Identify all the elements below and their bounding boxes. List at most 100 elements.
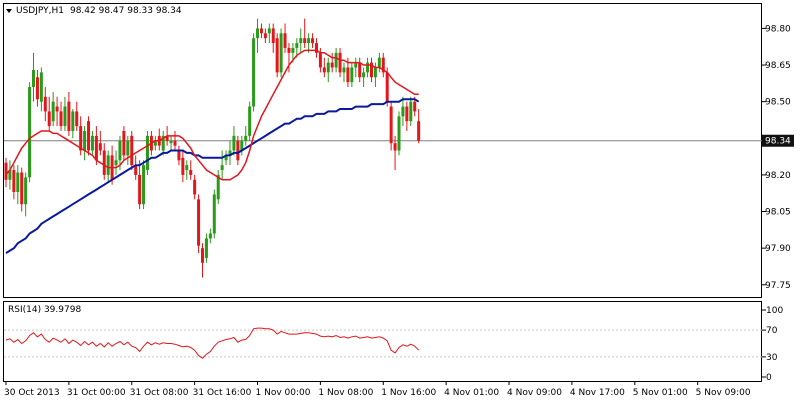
candle [236,135,240,166]
candle-body [130,135,134,166]
candle [287,43,291,73]
candle-body [204,238,208,258]
candle [161,130,165,156]
candle-body [303,38,307,44]
candle [106,150,110,183]
candle-body [87,121,91,151]
candle [216,170,220,205]
candle-body [79,126,83,151]
candle [334,47,338,73]
candle [181,150,185,183]
candle [39,67,43,112]
price-tick-label: 97.90 [765,244,791,254]
candle-body [43,96,47,112]
candle-body [55,106,59,112]
candle [87,116,91,156]
candle-body [287,47,291,53]
rsi-axis: 100 70 30 0 [762,306,783,383]
candle-body [291,47,295,53]
candle [362,67,366,88]
candle [24,172,28,217]
time-tick-label: 4 Nov 01:00 [444,388,499,398]
candle-body [67,101,71,131]
candle-body [263,33,267,39]
candle [342,62,346,83]
rsi-label: RSI(14) 39.9798 [8,305,81,315]
candle-body [295,43,299,48]
candle-body [59,111,63,127]
candle [228,140,232,166]
price-tick-label: 98.20 [765,171,791,181]
candle-body [393,143,397,151]
candle [381,52,385,78]
candle [204,233,208,263]
candle-body [153,140,157,146]
candle-body [169,140,173,144]
candle-body [240,140,244,151]
candle-body [279,33,283,73]
candle [67,91,71,136]
price-tick-label: 98.65 [765,61,791,71]
candle-body [283,33,287,48]
candle [322,57,326,78]
candle [122,126,126,161]
candle [63,96,67,131]
candle [275,33,279,78]
time-tick-label: 31 Oct 08:00 [130,388,189,398]
candle [314,38,318,58]
candle [330,52,334,73]
rsi-plot-border [3,301,762,382]
candle-body [377,57,381,68]
candle-body [346,67,350,83]
candle [189,160,193,180]
candle-body [145,135,149,171]
candle-body [12,170,16,193]
candle-body [165,135,169,141]
collapse-triangle-icon[interactable] [6,9,12,13]
candle-body [354,62,358,68]
time-tick-label: 1 Nov 08:00 [318,388,373,398]
candle [358,57,362,83]
candle-body [381,57,385,73]
rsi-tick-label: 0 [766,373,772,383]
ma-fast-line [5,49,419,181]
rsi-tick-label: 100 [766,306,783,316]
candle [71,108,75,139]
candle [98,130,102,156]
candle-body [401,106,405,117]
candle [43,87,47,122]
candle [153,135,157,151]
candle [393,135,397,171]
candle [283,23,287,53]
candle-body [267,28,271,34]
candle-body [122,130,126,156]
time-tick-label: 1 Nov 00:00 [256,388,311,398]
candle [197,194,201,254]
candle-body [330,62,334,68]
candle [4,157,8,188]
candle-body [181,157,185,175]
candle-body [118,140,122,161]
candle [59,101,63,131]
candle [224,150,228,166]
candle-body [185,165,189,171]
candle-body [142,165,146,205]
candle [405,101,409,131]
time-tick-label: 31 Oct 00:00 [67,388,126,398]
current-price-label: 98.34 [765,137,791,147]
candle-body [201,248,204,263]
price-tick-label: 98.80 [765,24,791,34]
candle [16,165,20,205]
candle-body [193,179,197,195]
candle [299,28,303,53]
candle [32,52,36,102]
candle-body [350,67,354,83]
candle [145,130,149,175]
candle [267,23,271,44]
candle-body [275,38,279,73]
candle [102,143,106,180]
symbol-header: USDJPY,H1 [16,6,64,16]
candle [75,101,79,131]
